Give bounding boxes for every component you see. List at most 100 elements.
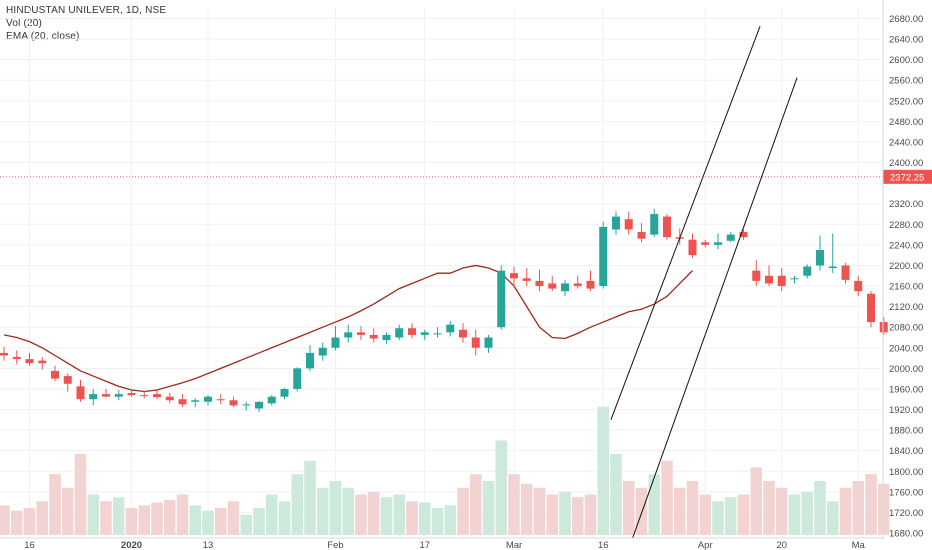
volume-bar <box>686 481 699 535</box>
time-tick-label: 20 <box>776 540 787 550</box>
volume-bar <box>788 494 801 535</box>
candle-body <box>828 266 837 269</box>
volume-bar <box>724 497 737 535</box>
volume-bar <box>189 505 202 535</box>
candle-body <box>535 280 544 287</box>
volume-bar <box>431 508 444 535</box>
volume-bar <box>87 494 100 535</box>
candle-body <box>803 266 812 276</box>
candle-body <box>650 214 659 235</box>
volume-bar <box>775 487 788 535</box>
price-tick-label: 2560.00 <box>889 76 923 87</box>
time-tick-label: Ma <box>852 540 866 550</box>
candle-body <box>306 352 314 369</box>
candle-body <box>777 275 786 287</box>
volume-bar <box>801 491 814 535</box>
price-axis: 1680.00 1720.00 1760.00 1800.00 1840.00 1880.… <box>882 0 923 540</box>
price-tick-label: 2520.00 <box>889 96 923 107</box>
price-tick-label: 2200.00 <box>889 261 923 272</box>
channel-line <box>610 26 761 420</box>
candle-body <box>344 332 353 338</box>
legend-volume: Vol (20) <box>6 18 43 29</box>
candle-body <box>89 394 98 400</box>
candle-body <box>471 337 480 348</box>
volume-bar <box>367 491 380 535</box>
price-tick-label: 1720.00 <box>889 508 923 519</box>
last-price-line: 2372.25 <box>0 169 932 184</box>
volume-bar <box>763 481 775 535</box>
volume-bar <box>444 505 457 535</box>
price-tick-label: 2280.00 <box>889 220 923 231</box>
candle-body <box>726 234 735 241</box>
volume-bar <box>661 460 673 535</box>
volume-bar <box>750 467 763 535</box>
volume-bar <box>826 501 839 535</box>
price-tick-label: 2640.00 <box>889 35 923 46</box>
volume-bar <box>36 501 49 535</box>
candle-body <box>510 273 518 279</box>
last-price-tag <box>883 169 932 184</box>
candle-body <box>229 400 238 406</box>
volume-bar <box>712 501 724 535</box>
volume-bar <box>482 481 495 535</box>
volume-bar <box>61 487 74 535</box>
volume-bar <box>355 494 367 535</box>
time-tick-label: Apr <box>698 540 713 550</box>
candle-body <box>280 388 289 397</box>
candle-body <box>114 394 123 397</box>
volume-bar <box>10 510 23 535</box>
price-tick-label: 2080.00 <box>889 323 923 334</box>
candle-body <box>140 395 149 397</box>
volume-bar <box>546 494 559 535</box>
candle-body <box>701 242 710 245</box>
volume-bar <box>163 499 176 535</box>
volume-bar <box>406 501 418 535</box>
candles <box>0 208 888 413</box>
volume-bar <box>49 474 61 535</box>
candle-body <box>433 333 442 335</box>
time-tick-label: 2020 <box>121 540 142 550</box>
candle-body <box>369 334 378 339</box>
candle-body <box>688 239 697 256</box>
price-tick-label: 2240.00 <box>889 240 923 251</box>
candle-body <box>267 396 276 404</box>
volume-bar <box>508 474 520 535</box>
candle-body <box>63 376 72 384</box>
candle-body <box>382 334 391 341</box>
candle-body <box>586 280 595 289</box>
volume-bar <box>151 502 163 535</box>
volume-bar <box>100 501 112 535</box>
candle-body <box>204 396 212 402</box>
candle-body <box>522 278 531 281</box>
candle-body <box>790 278 799 280</box>
volume-bar <box>457 487 469 535</box>
candle-body <box>178 399 187 405</box>
volume-bar <box>291 474 304 535</box>
grid-lines <box>0 8 883 535</box>
channel-line <box>632 77 798 539</box>
candle-body <box>816 250 824 266</box>
time-axis: 16 2020 13 Feb 17 Mar 16 Apr 20 Ma <box>0 537 883 550</box>
volume-bar <box>329 481 342 535</box>
candle-body <box>459 329 467 338</box>
volume-bar <box>635 487 648 535</box>
volume-bar <box>559 491 571 535</box>
volume-bar <box>469 474 482 535</box>
volume-bar <box>176 494 189 535</box>
candle-body <box>191 400 200 402</box>
price-tick-label: 1960.00 <box>889 384 923 395</box>
volume-bar <box>265 494 278 535</box>
candle-body <box>293 368 302 389</box>
candle-body <box>76 386 85 400</box>
volume-bar <box>214 508 227 535</box>
volume-bars <box>0 406 890 535</box>
candle-body <box>216 399 225 401</box>
volume-bar <box>125 508 138 535</box>
volume-bar <box>610 454 622 535</box>
volume-bar <box>571 497 584 535</box>
candle-body <box>357 332 365 335</box>
candle-body <box>165 396 174 401</box>
volume-bar <box>278 501 291 535</box>
volume-bar <box>699 494 712 535</box>
